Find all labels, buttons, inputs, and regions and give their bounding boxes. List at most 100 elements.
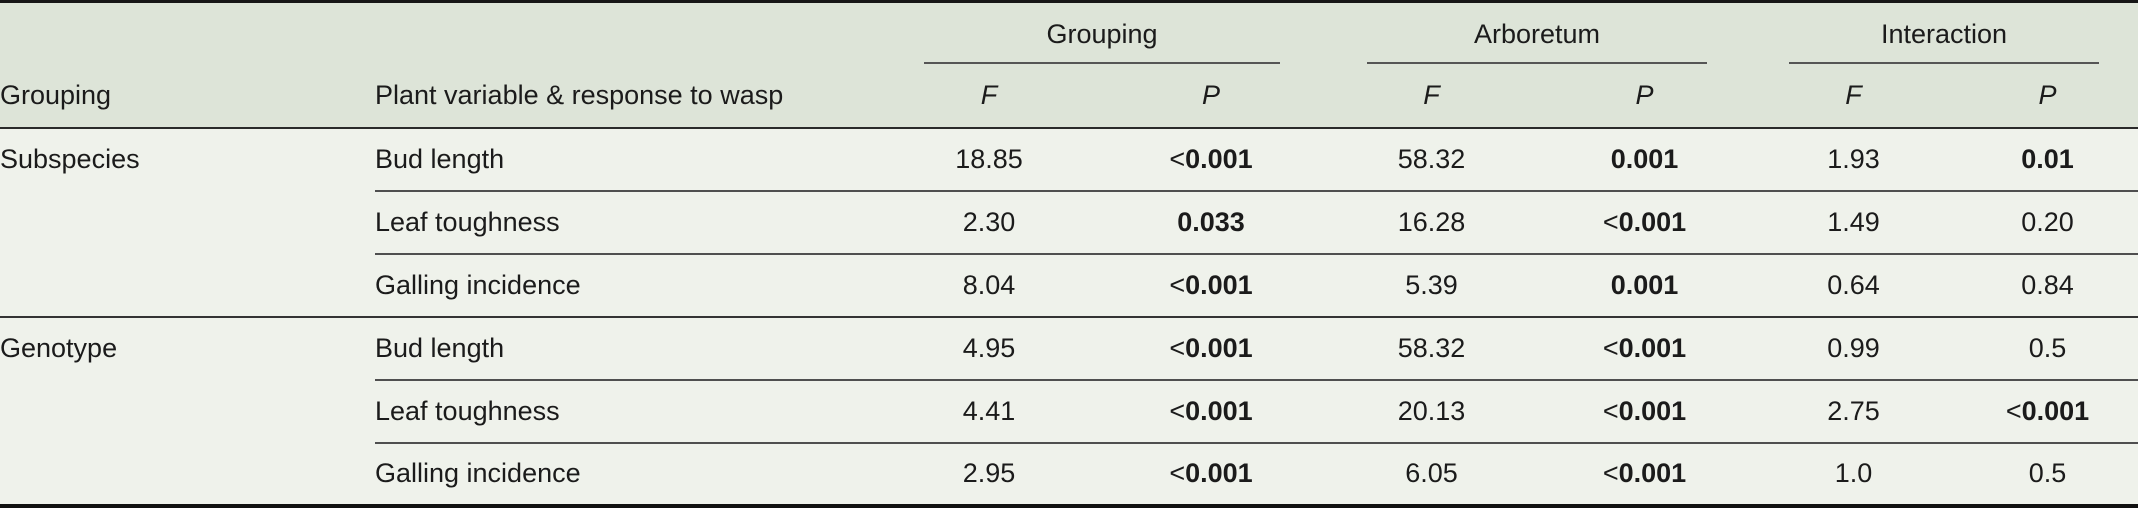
- table-row: Leaf toughness 2.30 0.033 16.28 <0.001 1…: [0, 189, 2138, 254]
- column-header-row: Grouping Plant variable & response to wa…: [0, 63, 2138, 129]
- spanner-spacer: [0, 1, 375, 64]
- p-value: 0.001: [1185, 395, 1253, 426]
- p-value: 0.01: [2021, 143, 2074, 174]
- p-value: 0.001: [1618, 206, 1687, 237]
- less-than-sign: <: [1169, 332, 1186, 363]
- less-than-sign: <: [1602, 332, 1619, 363]
- cell-f-value: 8.04: [880, 252, 1098, 317]
- column-header-grouping: Grouping: [0, 63, 375, 129]
- cell-p-value: 0.84: [1957, 252, 2138, 317]
- spanner-label: Grouping: [1046, 18, 1158, 49]
- cell-f-value: 16.28: [1324, 189, 1540, 254]
- cell-plant-variable: Bud length: [375, 315, 880, 380]
- f-value: 2.75: [1827, 395, 1880, 426]
- f-value: 1.49: [1827, 206, 1880, 237]
- p-value: 0.5: [2028, 332, 2067, 363]
- cell-f-value: 58.32: [1324, 128, 1539, 191]
- cell-p-value: 0.5: [1957, 441, 2138, 506]
- column-header-f: F: [1750, 63, 1958, 129]
- column-header-f: F: [880, 63, 1098, 129]
- p-value: 0.033: [1177, 206, 1245, 237]
- cell-f-value: 1.49: [1750, 189, 1958, 254]
- table-row: Galling incidence 8.04 <0.001 5.39 0.001…: [0, 252, 2138, 317]
- cell-grouping-label: Subspecies: [0, 144, 140, 174]
- less-than-sign: <: [1602, 395, 1619, 426]
- less-than-sign: <: [1169, 458, 1186, 488]
- f-value: 6.05: [1405, 458, 1458, 488]
- f-value: 5.39: [1405, 269, 1458, 300]
- spanner-rule: Arboretum: [1366, 20, 1708, 64]
- p-value: 0.001: [1185, 269, 1253, 300]
- p-value: 0.20: [2021, 206, 2074, 237]
- cell-f-value: 58.32: [1324, 315, 1540, 380]
- cell-f-value: 20.13: [1324, 378, 1540, 443]
- cell-grouping-label: Genotype: [0, 315, 375, 380]
- cell-plant-variable: Galling incidence: [375, 252, 880, 317]
- less-than-sign: <: [1602, 458, 1619, 488]
- cell-p-value: <0.001: [1539, 189, 1751, 254]
- column-header-plant-variable: Plant variable & response to wasp: [375, 63, 880, 129]
- spanner-rule: Interaction: [1788, 18, 2100, 64]
- cell-f-value: 1.93: [1750, 128, 1957, 191]
- cell-p-value: 0.5: [1957, 315, 2138, 380]
- cell-p-value: <0.001: [1539, 315, 1751, 380]
- cell-p-value: <0.001: [1098, 315, 1325, 380]
- cell-f-value: 18.85: [880, 128, 1098, 191]
- cell-plant-variable: Galling incidence: [375, 441, 880, 506]
- cell-grouping-label: [0, 380, 375, 443]
- p-value: 0.84: [2021, 269, 2074, 300]
- f-value: 2.30: [962, 206, 1016, 237]
- table-row: Galling incidence 2.95 <0.001 6.05 <0.00…: [0, 441, 2138, 506]
- spanner-interaction: Interaction: [1750, 1, 2138, 64]
- f-value: 20.13: [1397, 395, 1466, 426]
- cell-f-value: 2.75: [1750, 378, 1958, 443]
- f-value: 4.41: [962, 395, 1016, 426]
- spanner-rule: Grouping: [924, 18, 1280, 64]
- p-value: 0.5: [2028, 458, 2067, 488]
- cell-f-value: 0.99: [1750, 315, 1958, 380]
- cell-grouping-label: [0, 254, 375, 317]
- table-row: Leaf toughness 4.41 <0.001 20.13 <0.001 …: [0, 378, 2138, 443]
- p-value: 0.001: [2021, 395, 2090, 426]
- f-value: 0.99: [1827, 332, 1880, 363]
- cell-f-value: 0.64: [1750, 252, 1958, 317]
- column-header-p: P: [1098, 63, 1325, 129]
- cell-p-value: <0.001: [1957, 378, 2138, 443]
- f-value: 8.04: [962, 269, 1016, 300]
- spanner-spacer: [375, 1, 880, 64]
- less-than-sign: <: [1169, 269, 1186, 300]
- cell-f-value: 6.05: [1324, 441, 1540, 506]
- cell-p-value: <0.001: [1098, 252, 1325, 317]
- p-value: 0.001: [1610, 269, 1679, 300]
- column-header-f: F: [1324, 63, 1540, 129]
- cell-p-value: <0.001: [1539, 378, 1751, 443]
- f-value: 18.85: [955, 143, 1023, 174]
- cell-f-value: 1.0: [1750, 441, 1958, 506]
- p-value: 0.001: [1618, 458, 1687, 488]
- table-header: Grouping Arboretum Interaction Grouping …: [0, 1, 2138, 129]
- p-value: 0.001: [1610, 143, 1679, 174]
- p-value: 0.001: [1185, 143, 1253, 174]
- cell-p-value: 0.001: [1539, 128, 1750, 191]
- f-value: 1.0: [1834, 458, 1873, 488]
- spanner-label: Interaction: [1880, 18, 2008, 49]
- cell-p-value: 0.20: [1957, 189, 2138, 254]
- cell-f-value: 4.95: [880, 315, 1098, 380]
- less-than-sign: <: [1169, 395, 1186, 426]
- spanner-arboretum: Arboretum: [1324, 1, 1751, 64]
- cell-p-value: <0.001: [1539, 441, 1751, 506]
- cell-grouping-label: [0, 443, 375, 506]
- cell-p-value: 0.01: [1957, 128, 2138, 191]
- spanner-grouping: Grouping: [880, 1, 1325, 64]
- cell-f-value: 5.39: [1324, 252, 1540, 317]
- cell-plant-variable: Leaf toughness: [375, 378, 880, 443]
- p-value: 0.001: [1185, 332, 1253, 363]
- p-value: 0.001: [1618, 395, 1687, 426]
- f-value: 2.95: [962, 458, 1016, 488]
- cell-p-value: 0.033: [1098, 189, 1325, 254]
- f-value: 1.93: [1827, 143, 1880, 174]
- cell-plant-variable: Leaf toughness: [375, 189, 880, 254]
- cell-f-value: 2.30: [880, 189, 1098, 254]
- f-value: 58.32: [1397, 143, 1466, 174]
